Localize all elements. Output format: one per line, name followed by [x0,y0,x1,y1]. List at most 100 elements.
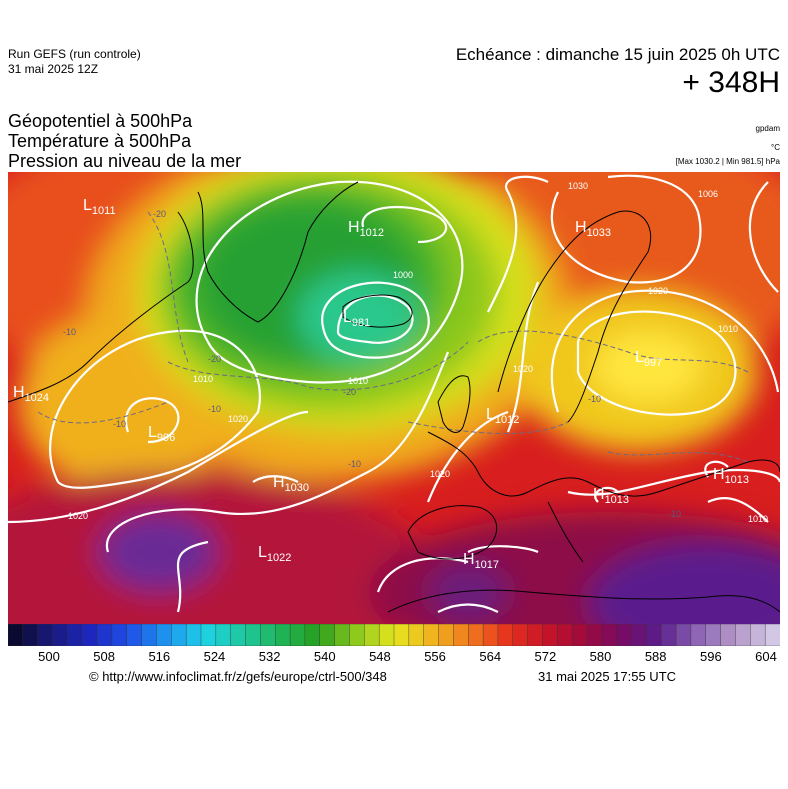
colorbar-cell [764,624,780,646]
colorbar-cell [705,624,722,646]
colorbar-cell [616,624,633,646]
colorbar-cell [408,624,425,646]
colorbar-cell [126,624,143,646]
isobar-label: 1000 [393,270,413,280]
isotherm-label: -10 [588,394,601,404]
high-pressure-center: H1033 [575,219,611,239]
colorbar-cell [557,624,573,646]
colorbar-cell [289,624,306,646]
colorbar-cell [349,624,365,646]
isobar [550,174,702,284]
coastline-uk [437,375,471,433]
low-pressure-center: L996 [148,424,175,444]
isobar-label: 1010 [718,324,738,334]
source-url[interactable]: © http://www.infoclimat.fr/z/gefs/europe… [89,669,387,684]
isobars [8,174,780,613]
colorbar-cell [171,624,187,646]
colorbar-cell [230,624,247,646]
isobar [125,397,180,444]
geopotential-shading [8,172,780,624]
field-temperature: Température à 500hPa [8,131,192,151]
isobar [594,486,619,503]
isobar [176,540,209,613]
colorbar-cell [200,624,217,646]
isobar [361,205,448,244]
colorbar-cell [275,624,291,646]
colorbar-cell [8,624,24,646]
isotherm [147,211,189,363]
colorbar-tick-label: 508 [93,649,115,664]
colorbar-cell [37,624,54,646]
colorbar-cell [141,624,157,646]
isobar-label: 1020 [513,364,533,374]
colorbar-cell [393,624,410,646]
colorbar-cell [735,624,751,646]
colorbar-tick-label: 588 [644,649,667,664]
forecast-hour: + 348H [682,66,780,99]
colorbar-tick-label: 500 [38,649,60,664]
isotherm-label: -20 [343,387,356,397]
isotherm [37,401,169,424]
isobar [105,351,450,553]
colorbar [8,624,780,646]
colorbar-cell [423,624,440,646]
coastlines [8,181,780,613]
colorbar-cell [527,624,543,646]
isobar [437,603,499,613]
isotherm [477,330,749,373]
isobar [49,329,261,489]
isobar [195,180,464,384]
colorbar-cell [453,624,469,646]
coastline-iceland [342,294,413,328]
isobar [550,289,780,413]
colorbar-cell [750,624,766,646]
colorbar-tick-label: 532 [258,649,281,664]
isobar [321,281,430,359]
colorbar-cell [22,624,39,646]
colorbar-cell [675,624,692,646]
coastline-italy [547,501,584,563]
colorbar-cell [82,624,98,646]
forecast-valid-time: Echéance : dimanche 15 juin 2025 0h UTC [455,45,780,64]
isotherm-label: -10 [348,459,361,469]
isotherm-label: -10 [208,404,221,414]
low-pressure-center: L981 [343,309,370,329]
coastline-europe [427,431,780,497]
colorbar-cell [378,624,395,646]
isobar-label: 1020 [228,414,248,424]
isotherm [407,421,569,434]
isobar [426,410,509,503]
colorbar-tick-label: 564 [479,649,502,664]
colorbar-cell [438,624,454,646]
isobar-label: 1030 [568,181,588,191]
colorbar-cell [571,624,588,646]
isobar [336,294,414,344]
high-pressure-center: H1013 [713,466,749,486]
isotherm-label: -10 [63,327,76,337]
colorbar-cell [512,624,529,646]
isotherm-label: -20 [153,209,166,219]
colorbar-cell [215,624,232,646]
field-pressure: Pression au niveau de la mer [8,151,242,171]
colorbar-cell [586,624,603,646]
isobar-label: 1010 [193,374,213,384]
colorbar-cell [96,624,113,646]
colorbar-cell [631,624,647,646]
colorbar-tick-label: 524 [203,649,226,664]
generated-time: 31 mai 2025 17:55 UTC [538,669,677,684]
coastline-canada [8,211,194,403]
colorbar-cell [601,624,618,646]
low-pressure-center: L1022 [258,544,291,564]
low-pressure-center: L1012 [486,406,519,426]
colorbar-tick-label: 548 [369,649,391,664]
colorbar-cell [497,624,514,646]
coastline-africa [387,589,780,613]
colorbar-cell [364,624,380,646]
colorbar-cell [245,624,261,646]
colorbar-cell [334,624,350,646]
isobar-label: 1020 [430,469,450,479]
colorbar-cell [468,624,484,646]
colorbar-cell [690,624,707,646]
low-pressure-center: L997 [635,349,662,369]
isotherm-label: -10 [113,419,126,429]
